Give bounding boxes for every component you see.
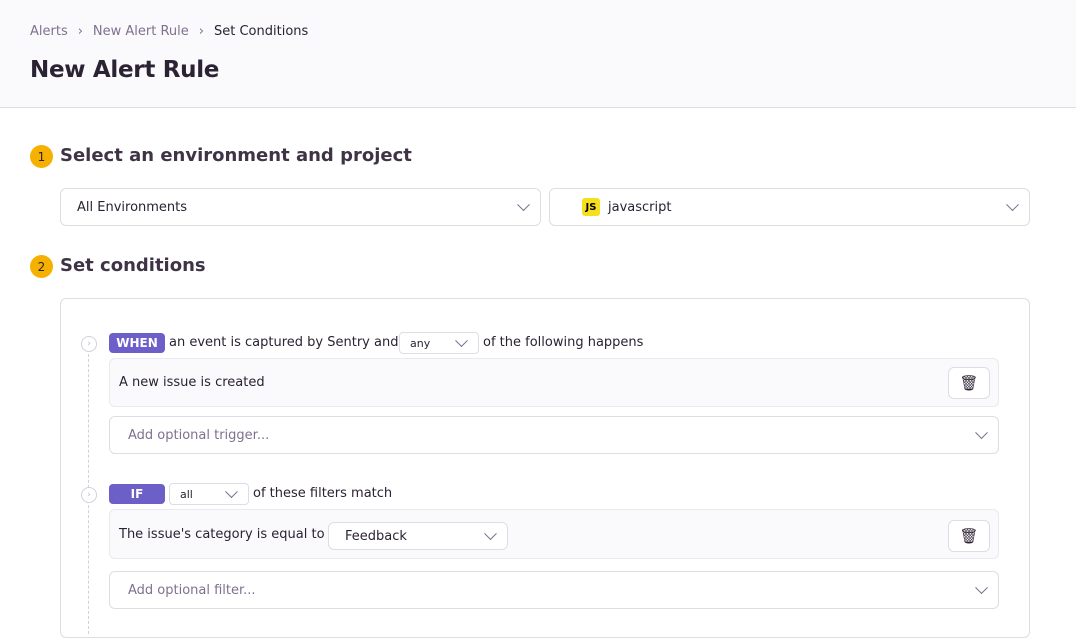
breadcrumb: Alerts › New Alert Rule › Set Conditions [30, 24, 308, 39]
when-match-select[interactable]: any [399, 332, 479, 354]
trash-icon: 🗑︎ [959, 527, 979, 545]
category-select[interactable]: Feedback [328, 522, 508, 550]
filter-condition-label: The issue's category is equal to [119, 526, 325, 542]
chevron-down-icon [484, 527, 497, 541]
project-value: javascript [608, 199, 672, 215]
add-trigger-placeholder: Add optional trigger... [128, 427, 270, 443]
if-match-select[interactable]: all [169, 483, 249, 505]
step-chevron-icon: › [81, 336, 97, 352]
delete-trigger-button[interactable]: 🗑︎ [948, 367, 990, 399]
step-number-2: 2 [30, 255, 53, 278]
environment-select[interactable]: All Environments [60, 188, 541, 226]
when-text-before: an event is captured by Sentry and [169, 335, 399, 350]
chevron-right-icon: › [77, 24, 83, 39]
chevron-right-icon: › [198, 24, 204, 39]
add-filter-select[interactable]: Add optional filter... [109, 571, 999, 609]
when-match-value: any [410, 336, 431, 350]
delete-filter-button[interactable]: 🗑︎ [948, 520, 990, 552]
chevron-down-icon [517, 198, 530, 212]
trash-icon: 🗑︎ [959, 374, 979, 392]
when-badge: WHEN [109, 333, 165, 353]
trigger-condition-label: A new issue is created [119, 375, 265, 390]
trigger-condition-row: A new issue is created [109, 358, 999, 407]
chevron-down-icon [975, 581, 988, 595]
breadcrumb-set-conditions: Set Conditions [214, 24, 309, 39]
javascript-icon: JS [582, 198, 600, 216]
add-filter-placeholder: Add optional filter... [128, 582, 256, 598]
project-select[interactable]: JS javascript [549, 188, 1030, 226]
if-match-value: all [180, 487, 193, 501]
section-title-environment: Select an environment and project [60, 145, 412, 166]
step-chevron-icon: › [81, 487, 97, 503]
step-number-1: 1 [30, 145, 53, 168]
if-text-after: of these filters match [253, 486, 393, 501]
filter-condition-row: The issue's category is equal to [109, 509, 999, 559]
breadcrumb-new-alert-rule[interactable]: New Alert Rule [92, 24, 189, 39]
section-title-conditions: Set conditions [60, 255, 206, 276]
add-trigger-select[interactable]: Add optional trigger... [109, 416, 999, 454]
breadcrumb-alerts[interactable]: Alerts [30, 24, 68, 39]
page-header [0, 0, 1076, 108]
environment-value: All Environments [77, 199, 188, 215]
if-badge: IF [109, 484, 165, 504]
chevron-down-icon [225, 485, 238, 499]
category-value: Feedback [345, 528, 407, 544]
when-text-after: of the following happens [483, 335, 644, 350]
chevron-down-icon [975, 426, 988, 440]
chevron-down-icon [1006, 198, 1019, 212]
page-title: New Alert Rule [30, 57, 220, 83]
chevron-down-icon [455, 334, 468, 348]
